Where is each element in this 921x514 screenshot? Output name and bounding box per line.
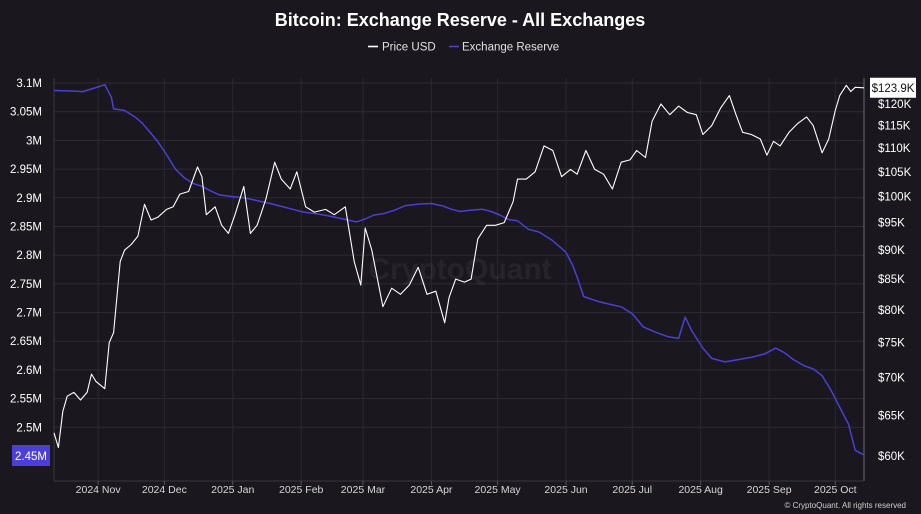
left-tick-label: 2.95M	[10, 164, 42, 176]
left-tick-label: 3M	[26, 135, 42, 147]
right-tick-label: $75K	[878, 338, 905, 350]
left-tick-label: 2.7M	[16, 308, 42, 320]
right-tick-label: $85K	[878, 274, 905, 286]
x-tick-label: 2025 Sep	[747, 484, 792, 496]
x-tick-label: 2025 Apr	[410, 484, 453, 496]
left-tick-label: 2.85M	[10, 221, 42, 233]
copyright: © CryptoQuant. All rights reserved	[785, 501, 907, 510]
left-tick-label: 2.9M	[16, 193, 42, 205]
x-tick-label: 2025 Jun	[544, 484, 587, 496]
right-tick-label: $100K	[878, 192, 912, 204]
series-line-price-usd	[53, 84, 865, 449]
left-tick-label: 2.75M	[10, 279, 42, 291]
right-tick-label: $110K	[878, 143, 911, 155]
right-tick-label: $120K	[878, 99, 912, 111]
x-tick-label: 2025 Jul	[612, 484, 652, 496]
grid	[53, 78, 865, 482]
right-tick-label: $95K	[878, 218, 905, 230]
x-tick-label: 2025 Jan	[211, 484, 254, 496]
right-tick-label: $105K	[878, 167, 912, 179]
x-axis: 2024 Nov 2024 Dec 2025 Jan 2025 Feb 2025 Mar…	[76, 481, 857, 496]
legend-label-reserve: Exchange Reserve	[462, 42, 559, 54]
x-tick-label: 2025 May	[475, 484, 522, 496]
price-value-badge-text: $123.9K	[872, 83, 915, 95]
x-tick-label: 2025 Aug	[678, 484, 723, 496]
right-tick-label: $115K	[878, 121, 911, 133]
left-tick-label: 2.65M	[10, 336, 42, 348]
x-tick-label: 2025 Oct	[814, 484, 857, 496]
x-tick-label: 2024 Dec	[142, 484, 187, 496]
left-tick-label: 3.05M	[10, 107, 42, 119]
price-value-badge	[870, 77, 916, 98]
legend-label-price: Price USD	[382, 42, 436, 54]
right-tick-label: $60K	[878, 451, 905, 463]
right-tick-label: $70K	[878, 373, 905, 385]
left-tick-label: 2.6M	[16, 365, 42, 377]
right-tick-label: $90K	[878, 245, 905, 257]
chart-title: Bitcoin: Exchange Reserve - All Exchange…	[275, 10, 645, 30]
value-badges: 2.45M $123.9K	[12, 77, 916, 466]
right-tick-label: $65K	[878, 410, 905, 422]
x-tick-label: 2024 Nov	[76, 484, 122, 496]
series-layer	[53, 83, 865, 456]
x-tick-label: 2025 Feb	[279, 484, 324, 496]
left-tick-label: 2.55M	[10, 394, 42, 406]
legend[interactable]: Price USD Exchange Reserve	[368, 42, 559, 54]
right-tick-label: $80K	[878, 305, 905, 317]
left-tick-label: 3.1M	[16, 78, 42, 90]
left-tick-label: 2.8M	[16, 250, 42, 262]
right-axis: $120K $115K $110K $105K $100K $95K $90K $85K $80…	[878, 99, 912, 463]
reserve-value-badge	[12, 445, 50, 466]
left-tick-label: 2.5M	[16, 422, 42, 434]
x-tick-label: 2025 Mar	[341, 484, 386, 496]
series-line-exchange-reserve	[53, 83, 865, 456]
left-axis: 3.1M 3.05M 3M 2.95M 2.9M 2.85M 2.8M 2.75M 2.7M 2.…	[10, 78, 42, 434]
reserve-value-badge-text: 2.45M	[15, 451, 47, 463]
